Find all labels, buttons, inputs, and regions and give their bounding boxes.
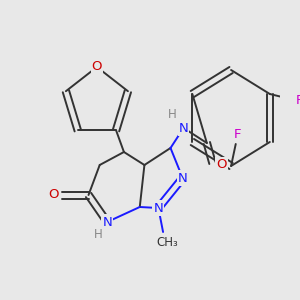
Text: O: O	[48, 188, 58, 202]
Text: N: N	[154, 202, 163, 214]
Text: O: O	[217, 158, 227, 172]
Text: F: F	[234, 128, 242, 140]
Text: CH₃: CH₃	[157, 236, 178, 248]
Text: F: F	[296, 94, 300, 107]
Text: N: N	[178, 172, 188, 184]
Text: H: H	[94, 227, 102, 241]
Text: N: N	[179, 122, 188, 134]
Text: N: N	[102, 215, 112, 229]
Text: O: O	[92, 61, 102, 74]
Text: H: H	[168, 107, 177, 121]
